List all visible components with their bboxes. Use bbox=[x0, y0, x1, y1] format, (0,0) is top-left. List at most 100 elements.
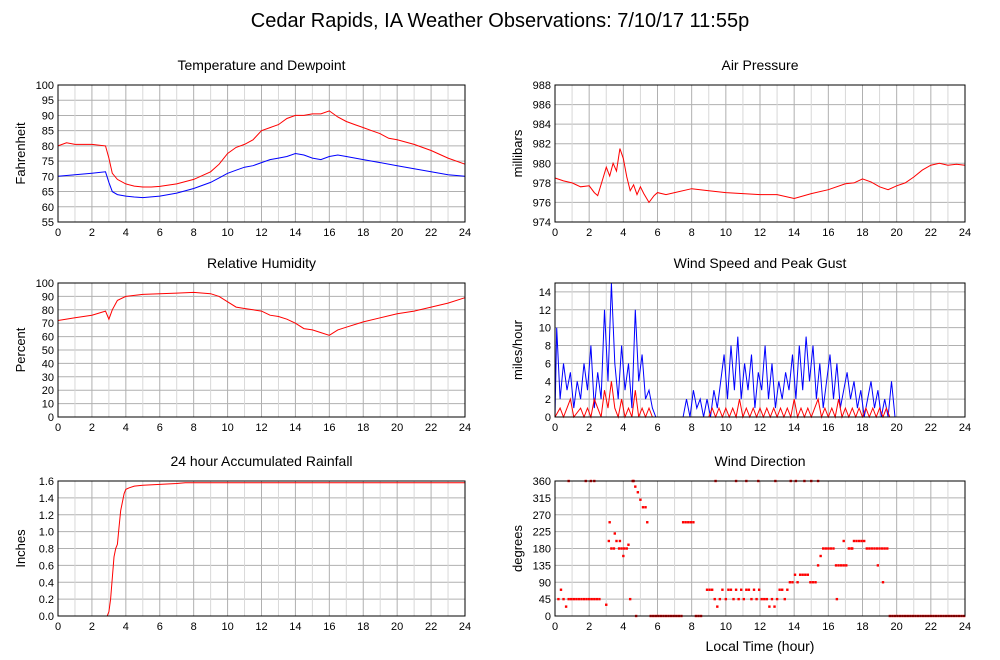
wind-direction-point bbox=[806, 573, 810, 576]
wind-speed-xtick: 18 bbox=[856, 422, 868, 434]
rainfall-xtick: 18 bbox=[357, 621, 369, 633]
wind-direction-point bbox=[646, 521, 649, 524]
wind-direction-point bbox=[868, 547, 871, 550]
humidity-ytick: 30 bbox=[42, 372, 54, 384]
wind-direction-xtick: 2 bbox=[586, 621, 592, 633]
rainfall-xtick: 14 bbox=[289, 621, 301, 633]
pressure-xtick: 20 bbox=[891, 227, 903, 239]
pressure-xtick: 8 bbox=[689, 227, 695, 239]
wind-direction-point bbox=[618, 539, 622, 543]
temperature-xtick: 12 bbox=[255, 227, 267, 239]
wind-direction-point bbox=[773, 605, 776, 608]
wind-direction-point bbox=[752, 588, 756, 591]
temperature-ytick: 65 bbox=[42, 187, 54, 199]
wind-direction-point bbox=[641, 506, 645, 509]
temperature-title: Temperature and Dewpoint bbox=[177, 57, 345, 73]
wind-direction-point bbox=[636, 491, 640, 494]
wind-direction-point bbox=[705, 588, 709, 591]
wind-direction-point bbox=[595, 597, 599, 601]
wind-direction-point bbox=[835, 597, 839, 601]
wind-speed-xtick: 8 bbox=[689, 422, 695, 434]
wind-direction-point bbox=[822, 547, 825, 550]
wind-direction-point bbox=[881, 581, 885, 584]
wind-speed-xtick: 20 bbox=[891, 422, 903, 434]
wind-direction-point bbox=[851, 547, 854, 550]
temperature-ytick: 100 bbox=[36, 80, 54, 92]
page-title: Cedar Rapids, IA Weather Observations: 7… bbox=[251, 10, 749, 32]
wind-direction-point bbox=[729, 588, 733, 591]
pressure-xtick: 24 bbox=[959, 227, 971, 239]
wind-direction-point bbox=[829, 547, 833, 550]
wind-direction-ylabel: degrees bbox=[510, 525, 525, 572]
rainfall-ylabel: Inches bbox=[13, 529, 28, 568]
humidity-title: Relative Humidity bbox=[207, 255, 316, 271]
wind-direction-point bbox=[742, 597, 745, 601]
wind-speed-xtick: 12 bbox=[754, 422, 766, 434]
wind-direction-point bbox=[880, 547, 884, 550]
wind-direction-ytick: 225 bbox=[533, 527, 551, 539]
wind-direction-point bbox=[857, 539, 861, 543]
wind-speed-ytick: 14 bbox=[539, 287, 551, 299]
temperature-ytick: 95 bbox=[42, 95, 54, 107]
wind-direction-point bbox=[883, 547, 886, 550]
wind-direction-point bbox=[832, 547, 835, 550]
temperature-ytick: 90 bbox=[42, 110, 54, 122]
temperature-xtick: 14 bbox=[289, 227, 301, 239]
wind-speed-ytick: 8 bbox=[545, 341, 551, 353]
pressure-xtick: 0 bbox=[552, 227, 558, 239]
wind-speed-xtick: 24 bbox=[959, 422, 971, 434]
wind-direction-point bbox=[798, 573, 802, 576]
pressure-ytick: 976 bbox=[533, 197, 551, 209]
humidity-xtick: 8 bbox=[191, 422, 197, 434]
wind-direction-xtick: 16 bbox=[822, 621, 834, 633]
wind-direction-point bbox=[870, 547, 874, 550]
pressure-xtick: 6 bbox=[654, 227, 660, 239]
rainfall-ytick: 0.4 bbox=[39, 577, 54, 589]
wind-direction-title: Wind Direction bbox=[714, 453, 805, 469]
temperature-xtick: 4 bbox=[123, 227, 129, 239]
humidity-ytick: 80 bbox=[42, 305, 54, 317]
wind-direction-point bbox=[684, 521, 687, 524]
wind-direction-xtick: 24 bbox=[959, 621, 971, 633]
wind-speed-title: Wind Speed and Peak Gust bbox=[674, 255, 847, 271]
rainfall-plot-frame bbox=[57, 480, 466, 617]
wind-direction-point bbox=[809, 581, 812, 584]
wind-direction-point bbox=[842, 539, 845, 543]
wind-direction-point bbox=[755, 597, 758, 601]
pressure-series-line-1 bbox=[554, 148, 966, 204]
pressure-ylabel: millibars bbox=[510, 129, 525, 177]
pressure-ytick: 974 bbox=[533, 217, 551, 229]
humidity-xtick: 24 bbox=[459, 422, 471, 434]
temperature-xtick: 0 bbox=[55, 227, 61, 239]
rainfall-ytick: 0.0 bbox=[39, 611, 54, 623]
wind-speed-series-line-1 bbox=[554, 282, 965, 418]
wind-speed-xtick: 2 bbox=[586, 422, 592, 434]
pressure-plot-frame bbox=[554, 84, 966, 223]
wind-direction-point bbox=[778, 588, 781, 591]
temperature-xtick: 20 bbox=[391, 227, 403, 239]
temperature-xtick: 16 bbox=[323, 227, 335, 239]
wind-direction-point bbox=[814, 581, 817, 584]
wind-direction-point bbox=[837, 564, 840, 567]
rainfall-ytick: 0.8 bbox=[39, 544, 54, 556]
temperature-ytick: 60 bbox=[42, 202, 54, 214]
wind-direction-ytick: 0 bbox=[545, 611, 551, 623]
wind-direction-point bbox=[873, 547, 876, 550]
humidity-ytick: 100 bbox=[36, 278, 54, 290]
pressure-ytick: 984 bbox=[533, 119, 551, 131]
wind-direction-point bbox=[855, 539, 858, 543]
wind-direction-point bbox=[613, 532, 616, 535]
wind-direction-point bbox=[580, 597, 583, 601]
temperature-ytick: 55 bbox=[42, 217, 54, 229]
wind-speed-ylabel: miles/hour bbox=[510, 319, 525, 380]
wind-direction-xtick: 6 bbox=[654, 621, 660, 633]
wind-speed-xtick: 16 bbox=[822, 422, 834, 434]
temperature-xtick: 2 bbox=[89, 227, 95, 239]
rainfall-ytick: 1.0 bbox=[39, 527, 54, 539]
temperature-series-line-1 bbox=[57, 110, 466, 188]
wind-direction-point bbox=[765, 597, 769, 601]
humidity-plot-frame bbox=[57, 282, 466, 418]
temperature-series-line-2 bbox=[57, 152, 466, 199]
